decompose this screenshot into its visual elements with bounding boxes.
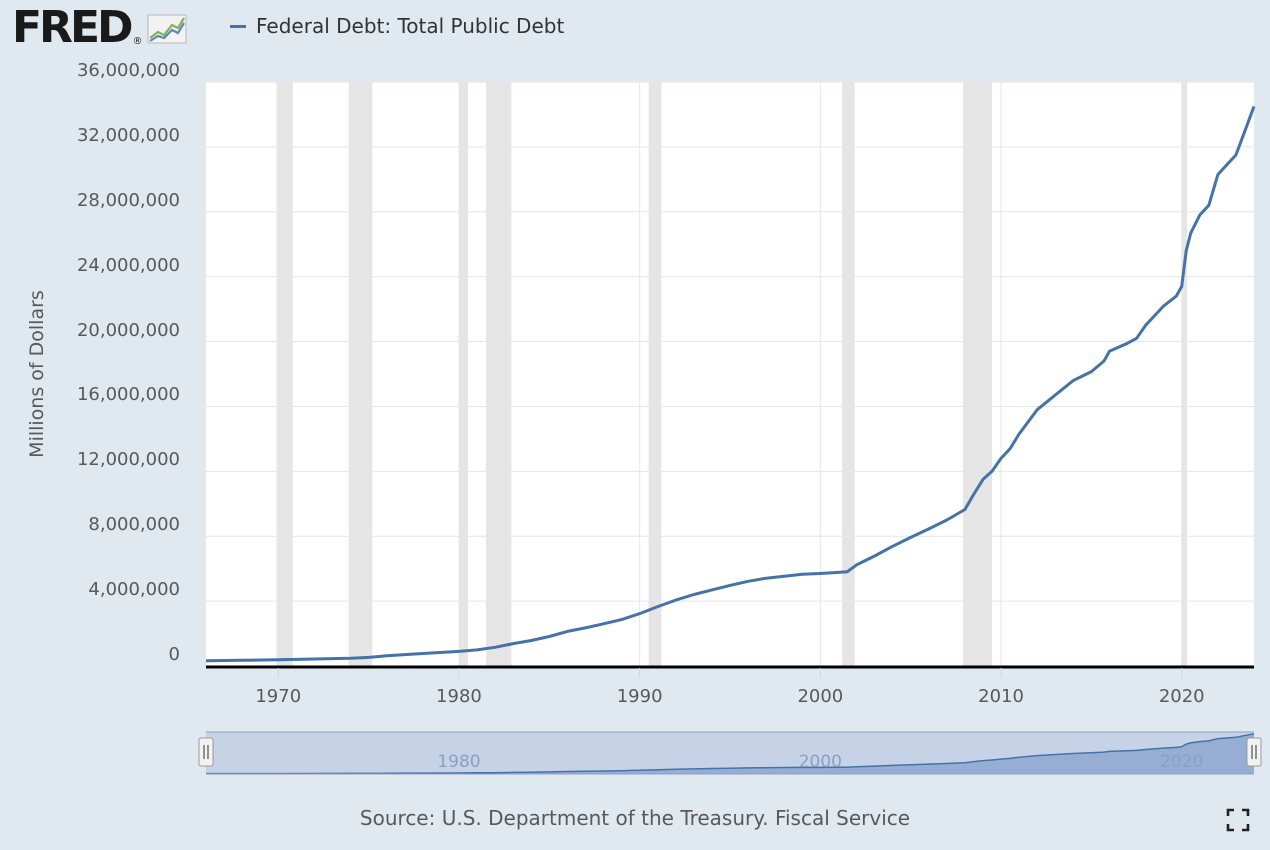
recession-band	[842, 82, 855, 666]
grip-icon	[198, 737, 214, 767]
navigator-handle-left[interactable]	[198, 737, 214, 767]
recession-band	[648, 82, 662, 666]
logo-text: FRED	[12, 2, 134, 53]
x-tick-label: 1980	[436, 686, 482, 707]
recession-band	[276, 82, 293, 666]
grip-icon	[1246, 737, 1262, 767]
y-tick-label: 0	[168, 644, 180, 665]
navigator-tick-label: 1980	[437, 752, 480, 772]
y-tick-label: 32,000,000	[76, 124, 180, 146]
navigator-mask	[206, 732, 1254, 774]
x-tick-label: 1970	[255, 686, 302, 707]
legend-line-swatch	[230, 24, 246, 28]
registered-mark: ®	[132, 36, 143, 47]
y-tick-label: 20,000,000	[76, 319, 180, 341]
fred-logo[interactable]: FRED ®	[12, 6, 187, 50]
recession-band	[486, 82, 512, 666]
y-tick-label: 16,000,000	[76, 384, 180, 406]
series-line	[205, 105, 1256, 663]
range-navigator: 1980 2000 2020	[198, 731, 1262, 775]
y-axis-label: Millions of Dollars	[26, 290, 48, 458]
y-tick-label: 24,000,000	[76, 254, 180, 276]
recession-band	[963, 82, 992, 666]
x-tick-label: 1990	[616, 686, 663, 707]
navigator-handle-right[interactable]	[1246, 737, 1262, 767]
gridlines	[206, 81, 1254, 666]
source-text: Source: U.S. Department of the Treasury.…	[359, 806, 911, 830]
chart-legend[interactable]: Federal Debt: Total Public Debt	[230, 14, 564, 38]
navigator-tick-label: 2000	[799, 752, 842, 772]
y-tick-label: 12,000,000	[76, 449, 180, 471]
y-tick-label: 8,000,000	[88, 514, 180, 536]
fullscreen-icon[interactable]	[1226, 808, 1250, 832]
y-tick-label: 4,000,000	[88, 579, 180, 601]
x-axis	[206, 665, 1254, 678]
x-tick-label: 2020	[1158, 686, 1205, 707]
navigator-series-line	[206, 733, 1255, 775]
plot-background	[206, 82, 1254, 666]
y-tick-label: 36,000,000	[76, 60, 180, 81]
recession-band	[348, 82, 373, 666]
navigator-tick-label: 2020	[1160, 752, 1203, 772]
recession-band	[1181, 82, 1188, 666]
y-tick-label: 28,000,000	[76, 189, 180, 211]
series-layer	[205, 105, 1256, 663]
legend-label: Federal Debt: Total Public Debt	[256, 14, 565, 38]
navigator-series-area	[206, 733, 1254, 774]
x-tick-label: 2000	[797, 686, 844, 707]
x-tick-label: 2010	[978, 686, 1024, 707]
recession-bands	[276, 82, 1188, 666]
recession-band	[458, 82, 468, 666]
line-chart-icon	[147, 14, 187, 48]
